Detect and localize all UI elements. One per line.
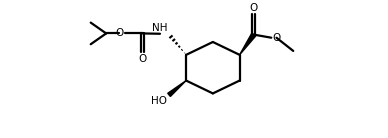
- Text: O: O: [139, 54, 147, 64]
- Text: HO: HO: [151, 96, 167, 106]
- Polygon shape: [239, 33, 256, 55]
- Text: O: O: [273, 33, 281, 43]
- Polygon shape: [168, 81, 186, 96]
- Text: O: O: [115, 28, 124, 38]
- Text: NH: NH: [152, 23, 168, 33]
- Text: O: O: [249, 3, 258, 13]
